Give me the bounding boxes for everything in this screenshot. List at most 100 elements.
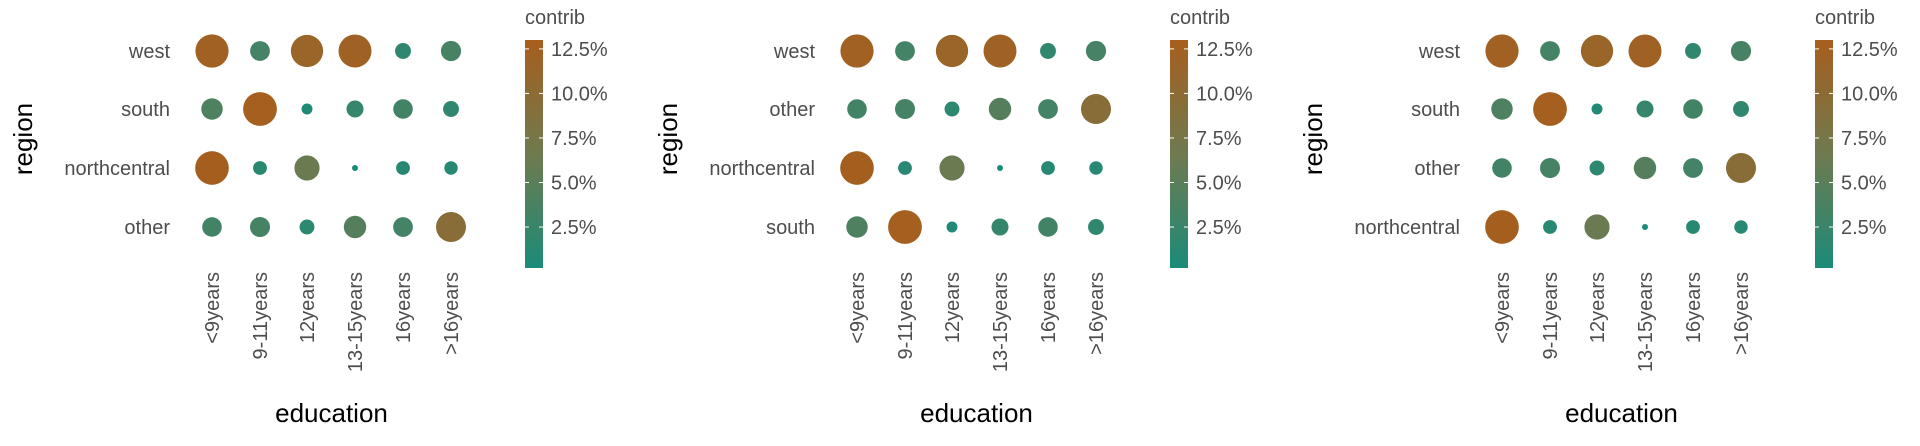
legend-label: 10.0% xyxy=(1196,83,1253,105)
data-point xyxy=(338,34,372,68)
data-point xyxy=(840,151,874,185)
data-point xyxy=(1734,220,1748,234)
legend-label: 7.5% xyxy=(551,128,597,150)
legend-title: contrib xyxy=(525,7,585,29)
data-point xyxy=(1089,161,1103,175)
y-tick-label: northcentral xyxy=(64,158,170,180)
x-axis-title: education xyxy=(275,398,388,428)
x-tick-label: 9-11years xyxy=(895,272,917,359)
data-point xyxy=(301,103,313,115)
data-point xyxy=(1584,214,1610,240)
legend-label: 7.5% xyxy=(1841,128,1887,150)
data-point xyxy=(988,97,1012,121)
chart-panel-2: region west other northcentral south <9years 9… xyxy=(653,7,1253,428)
y-tick-label: south xyxy=(1411,99,1460,121)
legend-label: 2.5% xyxy=(1841,217,1887,239)
legend-label: 10.0% xyxy=(551,83,608,105)
data-point xyxy=(1580,34,1614,68)
data-point xyxy=(1485,34,1519,68)
data-point xyxy=(195,151,229,185)
x-tick-label: <9years xyxy=(1492,272,1514,344)
legend-label: 5.0% xyxy=(1841,173,1887,195)
x-tick-label: >16years xyxy=(1731,272,1753,355)
legend-title: contrib xyxy=(1170,7,1230,29)
x-tick-label: >16years xyxy=(441,272,463,355)
data-point xyxy=(847,99,867,119)
y-tick-label: other xyxy=(124,217,170,239)
data-point xyxy=(1041,161,1055,175)
y-axis-title: region xyxy=(8,103,38,175)
data-point xyxy=(1636,100,1654,118)
y-axis-title: region xyxy=(1298,103,1328,175)
data-point xyxy=(1081,94,1111,124)
data-point xyxy=(1540,158,1560,178)
chart-panel-1: region west south northcentral other <9years 9… xyxy=(8,7,608,428)
y-tick-label: west xyxy=(128,41,171,63)
x-tick-label: 12years xyxy=(942,272,964,343)
x-axis-title: education xyxy=(1565,398,1678,428)
legend-colorbar xyxy=(525,40,543,268)
data-point xyxy=(1533,92,1567,126)
y-tick-label: northcentral xyxy=(709,158,815,180)
x-tick-label: 16years xyxy=(1038,272,1060,343)
legend-title: contrib xyxy=(1815,7,1875,29)
data-point xyxy=(346,100,364,118)
legend-label: 12.5% xyxy=(551,39,608,61)
x-tick-label: 16years xyxy=(393,272,415,343)
y-tick-label: other xyxy=(769,99,815,121)
data-point xyxy=(440,40,462,62)
data-point xyxy=(393,99,413,119)
data-point xyxy=(436,212,466,242)
data-point xyxy=(299,219,315,235)
legend-label: 5.0% xyxy=(1196,173,1242,195)
data-point xyxy=(195,34,229,68)
data-point xyxy=(846,216,868,238)
data-point xyxy=(243,92,277,126)
data-point xyxy=(1686,220,1700,234)
data-point xyxy=(888,210,922,244)
data-point xyxy=(250,41,270,61)
data-point xyxy=(1085,40,1107,62)
data-point xyxy=(939,155,965,181)
data-point xyxy=(1589,160,1605,176)
x-tick-label: <9years xyxy=(202,272,224,344)
data-point xyxy=(250,217,270,237)
data-point xyxy=(1540,41,1560,61)
y-tick-label: west xyxy=(773,41,816,63)
data-point xyxy=(1628,34,1662,68)
data-point xyxy=(1491,98,1513,120)
data-point xyxy=(1543,220,1557,234)
data-point xyxy=(1088,219,1104,235)
data-point xyxy=(895,41,915,61)
data-point xyxy=(946,221,958,233)
data-point xyxy=(983,34,1017,68)
x-tick-label: 13-15years xyxy=(990,272,1012,372)
legend-colorbar xyxy=(1815,40,1833,268)
data-point xyxy=(1683,158,1703,178)
x-tick-label: 9-11years xyxy=(250,272,272,359)
data-point xyxy=(991,218,1009,236)
data-point xyxy=(1492,158,1512,178)
data-point xyxy=(1730,40,1752,62)
data-point xyxy=(393,217,413,237)
x-tick-label: 9-11years xyxy=(1540,272,1562,359)
legend-label: 10.0% xyxy=(1841,83,1898,105)
data-point xyxy=(1733,101,1749,117)
data-point xyxy=(935,34,969,68)
data-point xyxy=(201,98,223,120)
legend-colorbar xyxy=(1170,40,1188,268)
legend-label: 2.5% xyxy=(1196,217,1242,239)
data-point xyxy=(253,161,267,175)
data-point xyxy=(443,101,459,117)
y-tick-label: northcentral xyxy=(1354,217,1460,239)
legend-label: 5.0% xyxy=(551,173,597,195)
data-point xyxy=(202,217,222,237)
data-point xyxy=(294,155,320,181)
legend-label: 7.5% xyxy=(1196,128,1242,150)
y-tick-label: south xyxy=(766,217,815,239)
data-point xyxy=(1485,210,1519,244)
data-point xyxy=(290,34,324,68)
data-point xyxy=(1685,43,1701,59)
